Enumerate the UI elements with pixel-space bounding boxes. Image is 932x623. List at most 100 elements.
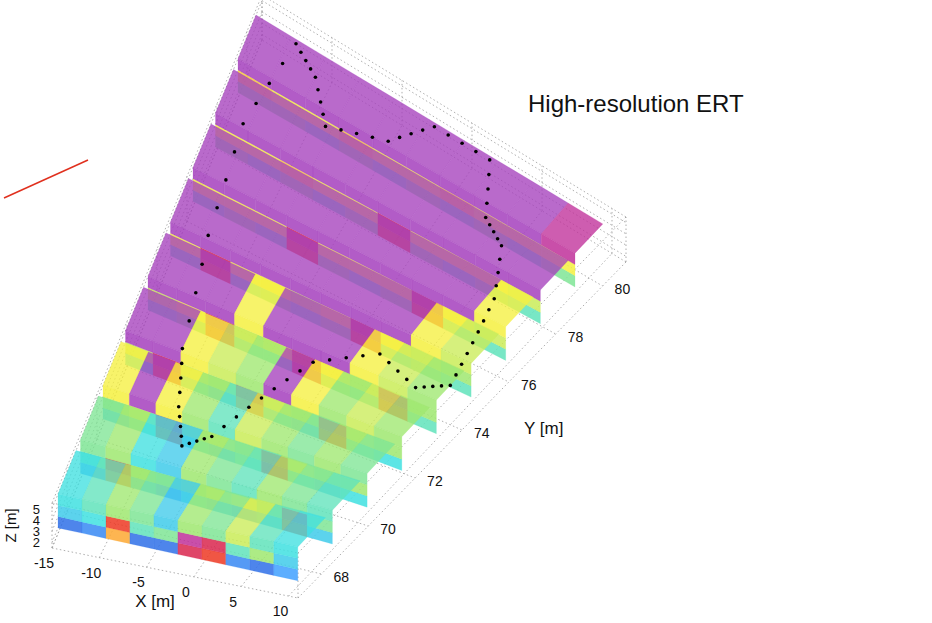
boundary-dot [299,50,303,54]
boundary-dot [409,132,413,136]
boundary-dot [474,150,478,154]
boundary-dot [215,206,219,210]
boundary-dot [355,132,359,136]
cell [154,515,178,532]
boundary-dot [311,361,315,365]
cell [274,542,298,559]
boundary-dot [260,396,264,400]
boundary-dot [203,437,207,441]
x-grid-line [612,208,613,253]
boundary-dot [449,384,453,388]
boundary-dot [488,223,492,227]
x-tick-label: 0 [182,584,190,600]
x-tick-label: -15 [34,555,54,571]
boundary-dot [440,384,444,388]
boundary-dot [487,173,491,177]
boundary-dot [446,133,450,137]
y-tick-label: 70 [380,521,396,537]
boundary-dot [471,341,475,345]
cell [58,494,82,511]
cell-top [474,280,533,327]
boundary-dot [492,230,496,234]
boundary-dot [206,234,210,238]
boundary-dot [494,284,498,288]
boundary-dot [178,415,182,419]
boundary-dot [454,373,458,377]
x-grid-line [194,168,472,577]
boundary-dot [187,319,191,323]
boundary-dot [486,187,490,191]
boundary-dot [224,178,228,182]
boundary-dot [500,244,504,248]
cell [82,499,106,516]
boundary-dot [488,158,492,162]
x-tick-label: -10 [81,565,101,581]
boundary-dot [476,330,480,334]
boundary-dot [294,42,298,46]
boundary-dot [371,136,375,140]
box-edge [52,503,53,548]
cell [202,526,226,543]
boundary-dot [405,378,409,382]
boundary-dot [498,258,502,262]
x-tick-label: 10 [273,603,289,619]
y-tick-label: 68 [333,569,349,585]
slice [238,15,603,287]
box-edge [52,0,262,503]
boundary-dot [314,75,318,79]
box-edge [52,548,298,598]
boundary-dot [431,385,435,389]
root: -15-10-50510687072747678802345X [m]Y [m]… [0,0,932,623]
boundary-dot [361,354,365,358]
x-grid-line [241,211,542,587]
boundary-dot [235,415,239,419]
y-tick-label: 80 [615,281,631,297]
boundary-dot [492,297,496,301]
boundary-dot [339,128,343,132]
box-edge [626,217,627,262]
y-tick-label: 78 [568,329,584,345]
y-tick-label: 74 [474,425,490,441]
boundary-dot [484,216,488,220]
chart: -15-10-50510687072747678802345X [m]Y [m]… [0,0,932,623]
box-edge [298,217,626,553]
boundary-dot [210,435,214,439]
boundary-dot [378,352,382,356]
boundary-dot [309,67,313,71]
boundary-dot [421,128,425,132]
boundary-dot [188,442,192,446]
z-grid-line [262,34,626,256]
y-axis-title: Y [m] [524,419,563,438]
boundary-dot [487,308,491,312]
boundary-dot [460,142,464,146]
boundary-dot [268,82,272,86]
cell [130,510,154,527]
boundary-dot [398,136,402,140]
boundary-dot [298,369,302,373]
boundary-dot [233,150,237,154]
boundary-dot [272,387,276,391]
boundary-dot [422,385,426,389]
boundary-dot [222,425,226,429]
boundary-dot [178,391,182,395]
boundary-dot [179,376,183,380]
boundary-dot [328,358,332,362]
boundary-dot [180,362,184,366]
boundary-dot [396,369,400,373]
boundary-dot [465,352,469,356]
boundary-dot [177,405,181,409]
boundary-dot [241,122,245,126]
tick-labels: -15-10-50510687072747678802345 [33,281,631,619]
cell [250,536,274,553]
boundary-dot [485,202,489,206]
boundary-dot [195,439,199,443]
boundary-dot [179,425,183,429]
boundary-dot [387,361,391,365]
boundary-dot [304,59,308,63]
cell [106,505,130,522]
boundary-dot [324,125,328,129]
title: High-resolution ERT [528,90,744,117]
boundary-dot [344,356,348,360]
cell [226,531,250,548]
z-axis-title: Z [m] [2,508,19,542]
